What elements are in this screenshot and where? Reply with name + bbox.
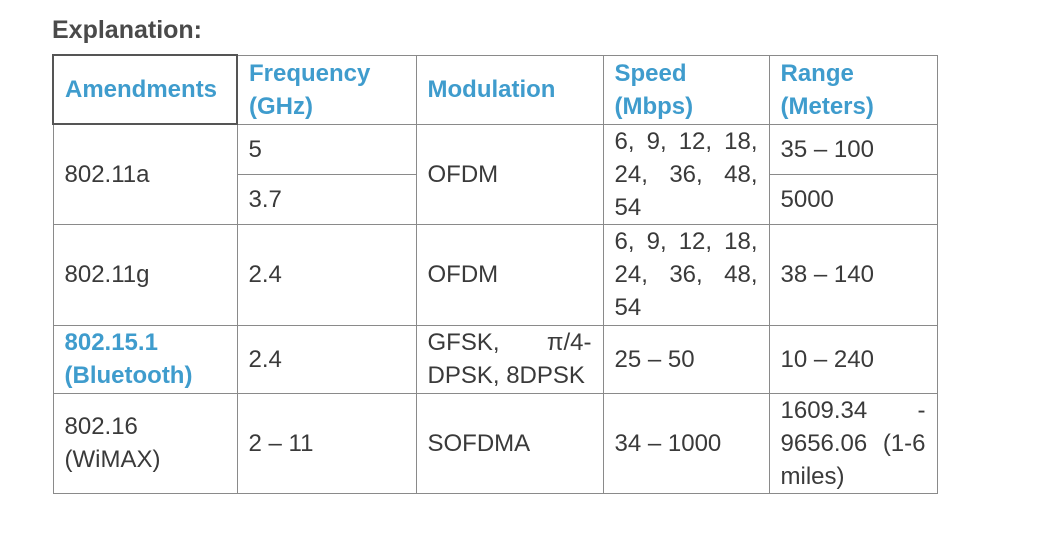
cell-range: 5000 <box>768 173 938 225</box>
table-row: 802.11a 5 OFDM 6, 9, 12, 18, 24, 36, 48,… <box>52 123 938 225</box>
cell-range: 10 – 240 <box>768 324 938 394</box>
cell-amendment: 802.16 (WiMAX) <box>52 392 238 494</box>
header-row: Amendments Frequency (GHz) Modulation Sp… <box>52 54 938 125</box>
cell-amendment: 802.11a <box>52 123 238 225</box>
cell-amendment: 802.15.1 (Bluetooth) <box>52 324 238 394</box>
header-speed: Speed (Mbps) <box>602 54 770 125</box>
cell-frequency: 5 <box>236 123 417 175</box>
cell-range: 35 – 100 <box>768 123 938 175</box>
wireless-standards-table: Amendments Frequency (GHz) Modulation Sp… <box>52 54 938 494</box>
cell-modulation: GFSK, π/4-DPSK, 8DPSK <box>415 324 604 394</box>
amendment-line1: 802.16 <box>64 413 138 440</box>
table-row: 802.15.1 (Bluetooth) 2.4 GFSK, π/4-DPSK,… <box>52 324 938 394</box>
cell-amendment: 802.11g <box>52 223 238 326</box>
cell-frequency: 2.4 <box>236 324 417 394</box>
table-row: 802.11g 2.4 OFDM 6, 9, 12, 18, 24, 36, 4… <box>52 223 938 326</box>
amendment-line2: (Bluetooth) <box>64 362 193 389</box>
cell-modulation: OFDM <box>415 223 604 326</box>
amendment-line2: (WiMAX) <box>64 446 161 473</box>
section-heading: Explanation: <box>52 16 203 44</box>
cell-speed: 6, 9, 12, 18, 24, 36, 48, 54 <box>602 223 770 326</box>
header-frequency: Frequency (GHz) <box>236 54 417 125</box>
header-range-line1: Range <box>780 59 854 87</box>
header-frequency-line2: (GHz) <box>249 92 313 120</box>
cell-frequency: 3.7 <box>236 173 417 225</box>
header-speed-line1: Speed <box>614 59 687 87</box>
cell-speed: 25 – 50 <box>602 324 770 394</box>
table-row: 3.7 5000 <box>53 173 938 225</box>
cell-range: 1609.34 - 9656.06 (1-6 miles) <box>768 392 938 494</box>
cell-speed: 6, 9, 12, 18, 24, 36, 48, 54 <box>602 123 770 225</box>
header-frequency-line1: Frequency <box>249 59 371 87</box>
cell-speed: 34 – 1000 <box>602 392 770 494</box>
header-speed-line2: (Mbps) <box>614 92 694 120</box>
cell-range: 38 – 140 <box>768 223 938 326</box>
amendment-line1: 802.15.1 <box>64 329 158 356</box>
header-range-line2: (Meters) <box>780 92 874 120</box>
cell-modulation: OFDM <box>415 123 604 225</box>
cell-frequency: 2.4 <box>236 223 417 326</box>
header-range: Range (Meters) <box>768 54 938 125</box>
table-row: 802.16 (WiMAX) 2 – 11 SOFDMA 34 – 1000 1… <box>52 392 938 494</box>
cell-modulation: SOFDMA <box>415 392 604 494</box>
header-modulation: Modulation <box>415 54 604 125</box>
header-amendments: Amendments <box>52 54 238 125</box>
cell-frequency: 2 – 11 <box>236 392 417 494</box>
